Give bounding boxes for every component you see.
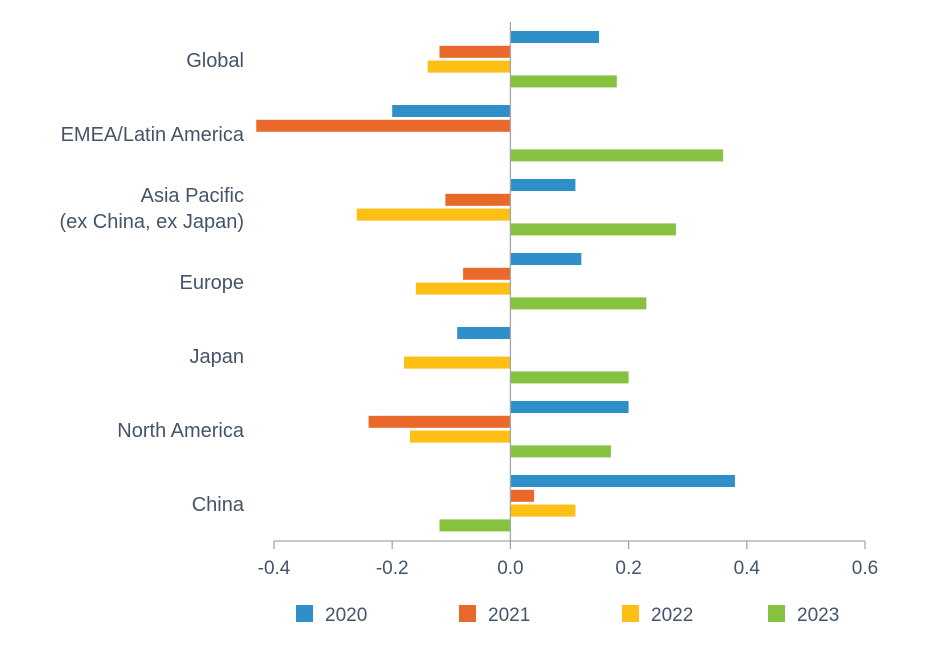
bar-2021-2 <box>445 193 511 206</box>
bar-2022-2 <box>356 208 511 221</box>
category-label: North America <box>117 420 245 442</box>
category-label: Europe <box>180 272 245 294</box>
legend-label-2020: 2020 <box>325 605 367 626</box>
category-label: (ex China, ex Japan) <box>59 211 244 233</box>
legend-swatch-2022 <box>622 605 639 622</box>
axes-group <box>273 22 866 549</box>
legend-swatch-2021 <box>459 605 476 622</box>
bar-2023-0 <box>510 75 617 88</box>
category-label: EMEA/Latin America <box>61 124 245 146</box>
x-tick-label: 0.0 <box>497 558 523 579</box>
bar-2021-1 <box>256 119 511 132</box>
x-tick-label: 0.6 <box>852 558 878 579</box>
x-tick-label: -0.2 <box>376 558 409 579</box>
bar-2021-6 <box>510 489 535 502</box>
category-label: Japan <box>190 346 245 368</box>
bar-2020-0 <box>510 31 600 43</box>
bar-2023-3 <box>510 297 647 310</box>
bar-2020-3 <box>510 253 582 265</box>
bar-2020-5 <box>510 401 629 413</box>
x-tick-label: 0.2 <box>615 558 641 579</box>
bar-2022-5 <box>409 430 511 443</box>
legend: 2020 2021 2022 2023 <box>296 605 839 626</box>
bar-2022-4 <box>404 356 511 369</box>
bar-2020-6 <box>510 475 735 487</box>
bar-2021-0 <box>439 45 511 58</box>
category-label: Global <box>186 50 244 72</box>
category-label: China <box>192 494 245 516</box>
category-labels: Global EMEA/Latin America Asia Pacific (ex … <box>59 50 244 516</box>
bar-2023-5 <box>510 445 611 458</box>
bar-2023-1 <box>510 149 724 162</box>
legend-swatch-2023 <box>768 605 785 622</box>
x-tick-labels: -0.4 -0.2 0.0 0.2 0.4 0.6 <box>258 558 879 579</box>
bar-2023-2 <box>510 223 676 236</box>
x-tick-label: 0.4 <box>734 558 761 579</box>
category-label: Asia Pacific <box>141 185 244 207</box>
legend-label-2021: 2021 <box>488 605 530 626</box>
bar-2020-2 <box>510 179 576 191</box>
legend-label-2022: 2022 <box>651 605 693 626</box>
bar-2023-6 <box>439 519 511 532</box>
bar-2020-1 <box>392 105 511 117</box>
bar-2021-3 <box>463 267 511 280</box>
bar-2022-0 <box>427 60 511 73</box>
legend-label-2023: 2023 <box>797 605 839 626</box>
x-tick-label: -0.4 <box>258 558 291 579</box>
bar-2022-6 <box>510 504 576 517</box>
bars-group <box>256 31 735 532</box>
legend-swatch-2020 <box>296 605 313 622</box>
bar-2021-5 <box>368 415 511 428</box>
bar-2020-4 <box>457 327 511 339</box>
bar-2023-4 <box>510 371 629 384</box>
bar-2022-3 <box>415 282 511 295</box>
